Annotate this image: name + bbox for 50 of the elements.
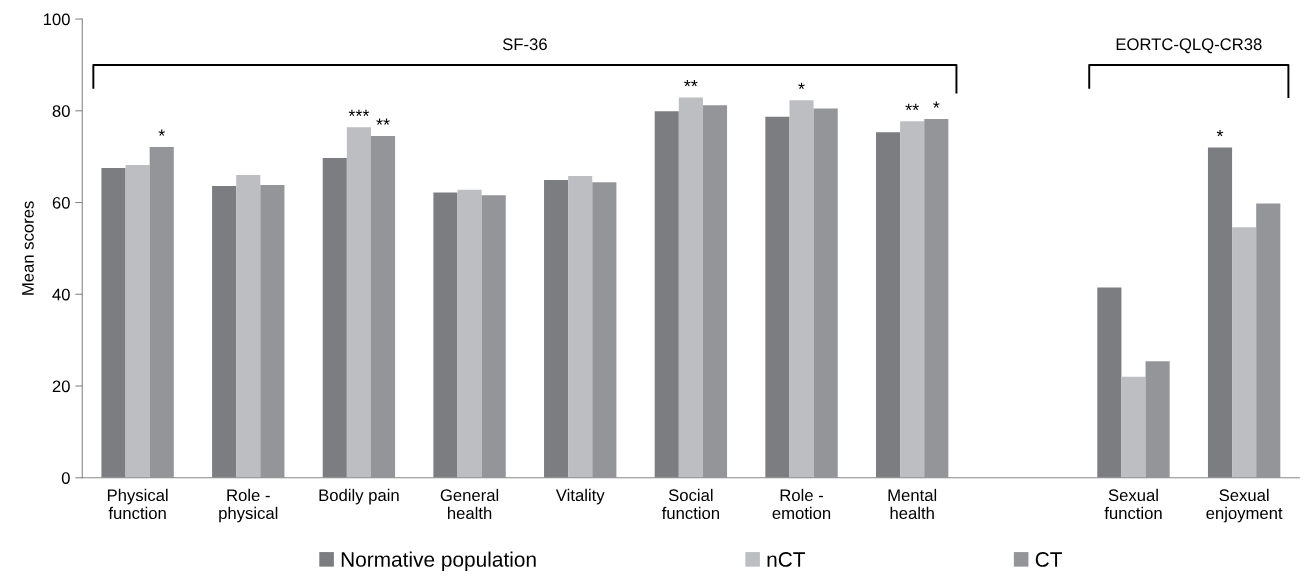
bar	[481, 195, 506, 478]
x-tick-label: General health	[440, 488, 499, 520]
bar	[346, 127, 371, 478]
bar	[568, 175, 593, 478]
data-label: *	[1216, 129, 1224, 137]
bar	[900, 121, 925, 478]
legend-label: CT	[1035, 552, 1062, 567]
bar	[125, 164, 150, 478]
bar	[789, 100, 814, 478]
y-axis-title: Mean scores	[22, 201, 34, 295]
data-label: *	[798, 82, 805, 90]
data-label: *	[933, 101, 940, 108]
bar	[1145, 361, 1170, 478]
legend-label: Normative population	[341, 551, 536, 571]
data-label: **	[905, 103, 919, 111]
bar	[236, 175, 261, 478]
annotation: SF-36	[502, 38, 547, 51]
bar	[260, 185, 285, 478]
bar	[457, 189, 482, 478]
bar	[149, 147, 174, 478]
x-tick-label: Bodily pain	[319, 488, 399, 505]
x-tick-label: Vitality	[555, 488, 605, 505]
bar	[370, 136, 396, 478]
legend-label: nCT	[767, 552, 806, 567]
y-tick-label: 80	[52, 105, 70, 117]
x-tick-label: Sexual function	[1104, 488, 1162, 520]
data-label: *	[158, 129, 165, 136]
y-tick-label: 40	[52, 288, 70, 301]
y-tick-label: 0	[61, 472, 70, 484]
bar	[678, 97, 703, 478]
bar	[1256, 203, 1281, 478]
x-tick-label: Role - physical	[219, 488, 278, 523]
data-label: **	[376, 118, 390, 125]
y-tick-label: 100	[43, 13, 70, 26]
bar	[702, 105, 728, 478]
x-tick-label: Mental health	[888, 488, 937, 520]
bar	[592, 182, 617, 478]
data-label: **	[684, 79, 698, 87]
x-tick-label: Physical function	[107, 488, 168, 520]
bar	[924, 119, 949, 478]
bar	[1232, 227, 1257, 478]
y-tick-label: 60	[52, 196, 70, 209]
data-label: ***	[348, 109, 370, 117]
x-tick-label: Social function	[661, 488, 719, 520]
x-tick-label: Sexual enjoyment	[1206, 488, 1283, 523]
y-tick-label: 20	[52, 380, 70, 393]
x-tick-label: Role - emotion	[772, 488, 831, 520]
annotation: EORTC-QLQ-CR38	[1116, 38, 1262, 54]
bar	[813, 108, 838, 478]
bar	[1121, 376, 1146, 478]
